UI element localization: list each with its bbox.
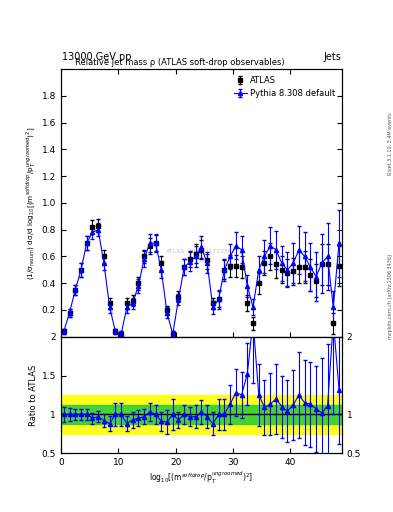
Text: Relative jet mass ρ (ATLAS soft-drop observables): Relative jet mass ρ (ATLAS soft-drop obs… bbox=[75, 58, 285, 67]
Legend: ATLAS, Pythia 8.308 default: ATLAS, Pythia 8.308 default bbox=[231, 73, 338, 100]
Text: Jets: Jets bbox=[323, 52, 341, 62]
Text: ATLAS_2019_I1772562: ATLAS_2019_I1772562 bbox=[166, 248, 237, 254]
Y-axis label: (1/σ$_{resum}$) dσ/d log$_{10}$[(m$^{soft drop}$/p$_T^{ungroomed}$)$^2$]: (1/σ$_{resum}$) dσ/d log$_{10}$[(m$^{sof… bbox=[24, 126, 37, 280]
Y-axis label: Ratio to ATLAS: Ratio to ATLAS bbox=[29, 365, 37, 425]
X-axis label: log$_{10}$[(m$^{soft drop}$/p$_T^{ungroomed}$)$^2$]: log$_{10}$[(m$^{soft drop}$/p$_T^{ungroo… bbox=[149, 470, 253, 486]
Text: mcplots.cern.ch [arXiv:1306.3436]: mcplots.cern.ch [arXiv:1306.3436] bbox=[388, 254, 393, 339]
Text: Rivet 3.1.10, 3.4M events: Rivet 3.1.10, 3.4M events bbox=[388, 112, 393, 175]
Text: 13000 GeV pp: 13000 GeV pp bbox=[62, 52, 132, 62]
